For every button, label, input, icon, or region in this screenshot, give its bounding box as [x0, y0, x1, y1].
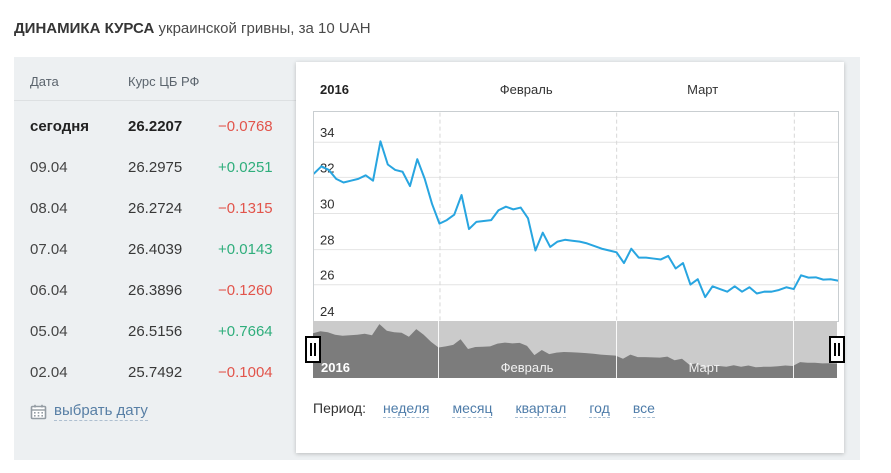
table-row: 07.04 26.4039 +0.0143 — [14, 229, 296, 270]
period-option-all[interactable]: все — [632, 400, 655, 418]
row-change: −0.0768 — [218, 118, 273, 135]
period-option-year[interactable]: год — [589, 400, 610, 418]
rates-table-header: Дата Курс ЦБ РФ — [14, 57, 296, 101]
row-date: 08.04 — [30, 200, 68, 217]
table-row: 06.04 26.3896 −0.1260 — [14, 270, 296, 311]
y-tick-label: 28 — [320, 233, 335, 248]
chart-navigator[interactable]: 2016 Февраль Март — [305, 321, 845, 378]
navigator-area — [313, 324, 837, 378]
axis-month-label: Февраль — [499, 82, 553, 97]
row-change: +0.0251 — [218, 159, 273, 176]
navigator-right-handle[interactable] — [829, 336, 845, 363]
y-tick-label: 30 — [320, 196, 335, 211]
period-row: Период: неделя месяц квартал год все — [313, 400, 678, 418]
rates-table-body: сегодня 26.2207 −0.0768 09.04 26.2975 +0.0251… — [14, 101, 296, 393]
table-row: 02.04 25.7492 −0.1004 — [14, 352, 296, 393]
table-row: 05.04 26.5156 +0.7664 — [14, 311, 296, 352]
handle-grip-icon — [314, 343, 316, 356]
chart-card: 2016 Февраль Март 24 26 28 30 32 34 2016 Февраль… — [296, 62, 845, 453]
navigator-month-label: Февраль — [500, 360, 554, 375]
handle-grip-icon — [834, 343, 836, 356]
calendar-icon — [30, 404, 47, 419]
period-options: неделя месяц квартал год все — [383, 400, 678, 418]
row-date: 09.04 — [30, 159, 68, 176]
row-change: +0.0143 — [218, 241, 273, 258]
row-rate: 26.2724 — [128, 200, 183, 217]
table-row: 09.04 26.2975 +0.0251 — [14, 147, 296, 188]
page-title-rest: украинской гривны, за 10 UAH — [154, 20, 371, 37]
row-change: −0.1260 — [218, 282, 273, 299]
period-option-month[interactable]: месяц — [452, 400, 493, 418]
rates-panel: Дата Курс ЦБ РФ сегодня 26.2207 −0.0768 09.… — [14, 57, 860, 460]
row-date: 02.04 — [30, 364, 68, 381]
column-header-rate: Курс ЦБ РФ — [128, 74, 200, 89]
row-date: 05.04 — [30, 323, 68, 340]
axis-month-label: Март — [687, 82, 719, 97]
pick-date-link[interactable]: выбрать дату — [30, 402, 148, 421]
period-option-week[interactable]: неделя — [383, 400, 430, 418]
rate-line — [314, 140, 838, 299]
handle-grip-icon — [838, 343, 840, 356]
rates-table: Дата Курс ЦБ РФ сегодня 26.2207 −0.0768 09.… — [14, 57, 296, 425]
period-option-quarter[interactable]: квартал — [515, 400, 567, 418]
row-change: −0.1004 — [218, 364, 273, 381]
row-date: 07.04 — [30, 241, 68, 258]
table-row: сегодня 26.2207 −0.0768 — [14, 106, 296, 147]
row-rate: 26.3896 — [128, 282, 183, 299]
row-rate: 26.5156 — [128, 323, 183, 340]
page-title-bold: ДИНАМИКА КУРСА — [14, 20, 155, 37]
navigator-year-label: 2016 — [321, 360, 350, 375]
row-rate: 26.4039 — [128, 241, 183, 258]
row-rate: 26.2975 — [128, 159, 183, 176]
handle-grip-icon — [310, 343, 312, 356]
row-change: −0.1315 — [218, 200, 273, 217]
row-rate: 26.2207 — [128, 118, 183, 135]
navigator-left-handle[interactable] — [305, 336, 321, 363]
row-date: сегодня — [30, 118, 90, 135]
y-tick-label: 26 — [320, 268, 335, 283]
chart-top-axis: 2016 Февраль Март — [296, 82, 844, 100]
row-change: +0.7664 — [218, 323, 273, 340]
row-date: 06.04 — [30, 282, 68, 299]
y-tick-label: 24 — [320, 304, 335, 319]
navigator-month-label: Март — [688, 360, 720, 375]
row-rate: 25.7492 — [128, 364, 183, 381]
y-tick-label: 34 — [320, 125, 335, 140]
table-row: 08.04 26.2724 −0.1315 — [14, 188, 296, 229]
axis-year-label: 2016 — [320, 82, 349, 97]
period-label: Период: — [313, 400, 366, 416]
page-title: ДИНАМИКА КУРСА украинской гривны, за 10 … — [14, 20, 371, 37]
navigator-area-chart — [313, 321, 837, 378]
pick-date-label: выбрать дату — [54, 402, 148, 421]
column-header-date: Дата — [30, 74, 59, 89]
